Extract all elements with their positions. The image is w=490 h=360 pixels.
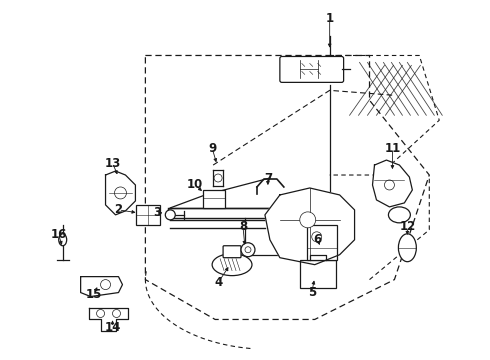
FancyBboxPatch shape bbox=[300, 260, 336, 288]
FancyBboxPatch shape bbox=[136, 205, 160, 225]
Ellipse shape bbox=[389, 207, 410, 223]
Polygon shape bbox=[81, 276, 122, 297]
Ellipse shape bbox=[59, 234, 67, 246]
Polygon shape bbox=[372, 160, 413, 207]
Circle shape bbox=[115, 187, 126, 199]
Circle shape bbox=[100, 280, 111, 289]
FancyBboxPatch shape bbox=[307, 225, 337, 260]
Text: 5: 5 bbox=[308, 286, 316, 299]
FancyBboxPatch shape bbox=[203, 190, 225, 208]
Circle shape bbox=[241, 243, 255, 257]
Ellipse shape bbox=[212, 254, 252, 276]
FancyBboxPatch shape bbox=[280, 57, 343, 82]
Circle shape bbox=[165, 210, 175, 220]
Text: 6: 6 bbox=[314, 233, 322, 246]
Text: 16: 16 bbox=[50, 228, 67, 241]
Circle shape bbox=[113, 310, 121, 318]
Text: 3: 3 bbox=[153, 206, 161, 219]
Text: 4: 4 bbox=[214, 276, 222, 289]
Text: 13: 13 bbox=[104, 157, 121, 170]
Circle shape bbox=[97, 310, 104, 318]
Circle shape bbox=[245, 247, 251, 253]
Text: 2: 2 bbox=[115, 203, 122, 216]
Circle shape bbox=[300, 212, 316, 228]
Text: 7: 7 bbox=[264, 171, 272, 185]
Polygon shape bbox=[265, 188, 355, 265]
Text: 14: 14 bbox=[104, 321, 121, 334]
Polygon shape bbox=[89, 307, 128, 332]
Circle shape bbox=[214, 174, 222, 182]
Text: 9: 9 bbox=[208, 141, 216, 155]
Ellipse shape bbox=[398, 234, 416, 262]
Text: 8: 8 bbox=[239, 220, 247, 233]
Text: 15: 15 bbox=[85, 288, 102, 301]
Circle shape bbox=[385, 180, 394, 190]
Text: 11: 11 bbox=[384, 141, 400, 155]
Text: 12: 12 bbox=[399, 220, 416, 233]
Text: 1: 1 bbox=[326, 12, 334, 25]
FancyBboxPatch shape bbox=[223, 246, 241, 258]
Polygon shape bbox=[105, 171, 135, 215]
Circle shape bbox=[312, 232, 322, 242]
Text: 10: 10 bbox=[187, 179, 203, 192]
